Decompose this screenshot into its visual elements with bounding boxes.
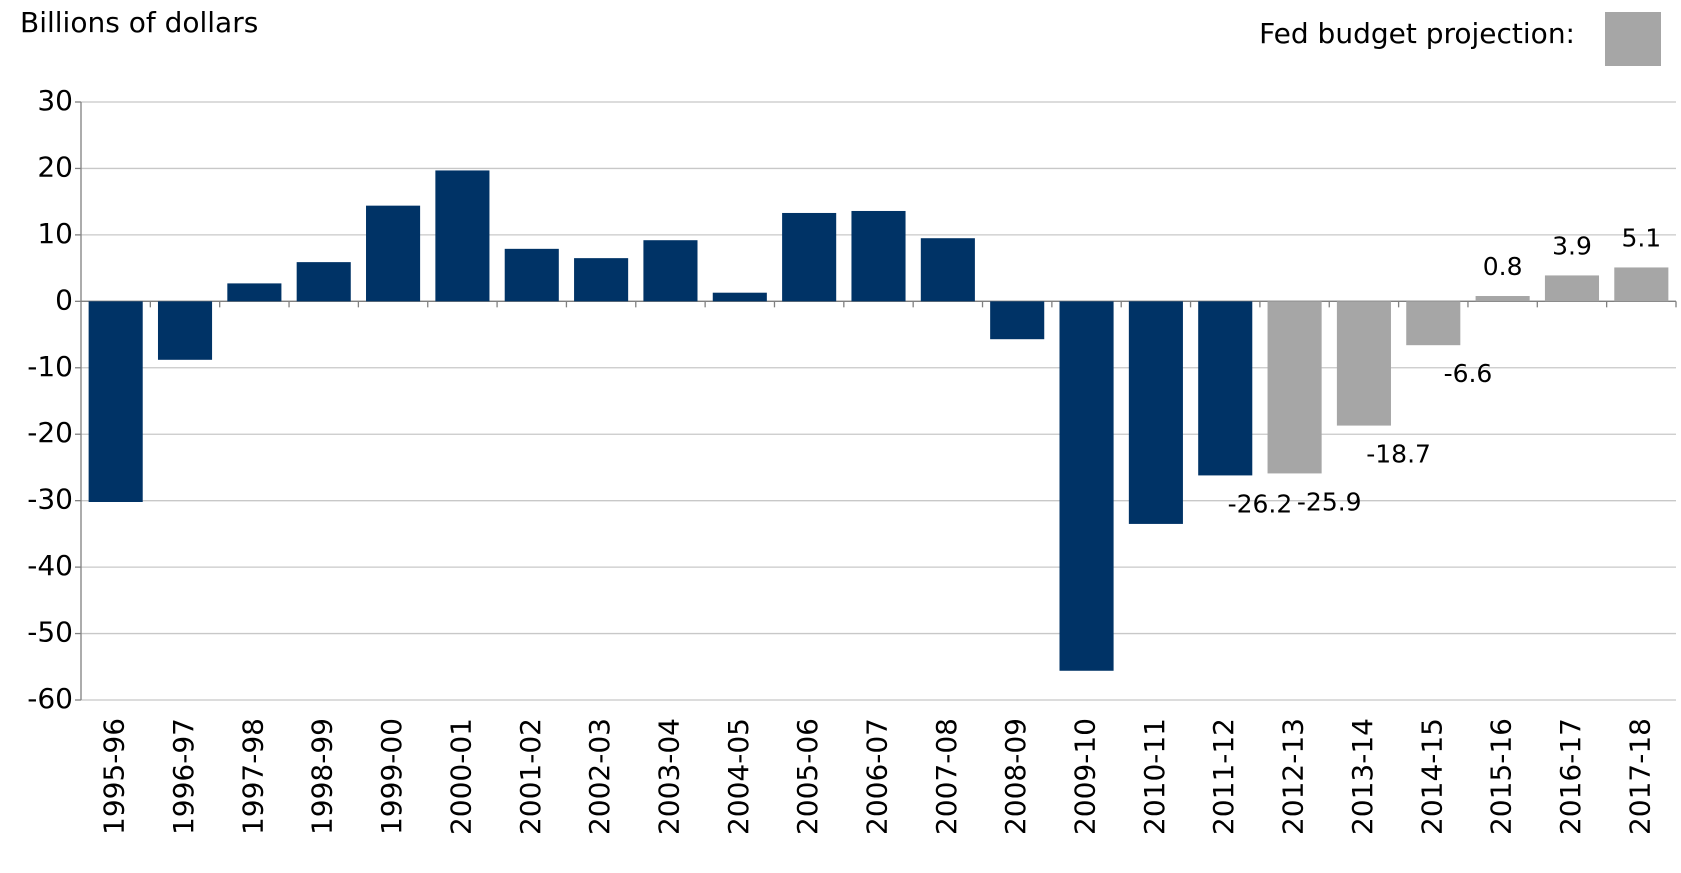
bar: [712, 292, 767, 302]
bar: [1198, 301, 1253, 476]
bar: [1267, 301, 1322, 474]
x-tick-label: 2007-08: [930, 718, 963, 835]
y-tick-label: 10: [37, 217, 73, 250]
bar: [504, 248, 559, 302]
x-tick-label: 2008-09: [999, 718, 1032, 835]
bar: [1406, 301, 1461, 346]
bar: [435, 170, 490, 302]
bar: [1059, 301, 1114, 671]
x-tick-label: 1995-96: [98, 718, 131, 835]
value-label: -26.2: [1228, 489, 1293, 518]
value-label: 5.1: [1621, 223, 1661, 252]
x-tick-label: 2005-06: [791, 718, 824, 835]
value-label: -18.7: [1366, 440, 1431, 469]
x-tick-label: 2014-15: [1415, 718, 1448, 835]
value-label: 0.8: [1483, 252, 1523, 281]
x-tick-label: 2000-01: [444, 718, 477, 835]
x-tick-label: 2016-17: [1554, 718, 1587, 835]
value-label: -6.6: [1444, 359, 1493, 388]
x-tick-label: 2012-13: [1277, 718, 1310, 835]
x-tick-label: 1997-98: [236, 718, 269, 835]
bar: [920, 238, 975, 302]
bar: [782, 212, 837, 302]
y-tick-label: 0: [55, 283, 73, 316]
x-tick-label: 2001-02: [514, 718, 547, 835]
x-tick-label: 2015-16: [1485, 718, 1518, 835]
legend-swatch: [1605, 12, 1661, 66]
y-tick-label: -20: [27, 416, 73, 449]
y-axis-label: Billions of dollars: [20, 6, 258, 39]
bar: [990, 301, 1045, 340]
legend-label: Fed budget projection:: [1259, 17, 1575, 50]
bar: [227, 283, 282, 302]
x-tick-label: 1998-99: [306, 718, 339, 835]
y-tick-label: -40: [27, 549, 73, 582]
bar: [157, 301, 213, 360]
bar: [1614, 267, 1669, 302]
x-tick-label: 2011-12: [1207, 718, 1240, 835]
value-label: 3.9: [1552, 231, 1592, 260]
x-tick-label: 2013-14: [1346, 718, 1379, 835]
x-tick-label: 2010-11: [1138, 718, 1171, 835]
x-tick-label: 2017-18: [1623, 718, 1656, 835]
x-tick-label: 2009-10: [1069, 718, 1102, 835]
bar: [296, 262, 351, 302]
y-tick-label: -60: [27, 682, 73, 715]
bar: [574, 258, 629, 302]
bar: [1475, 296, 1530, 302]
y-tick-label: 30: [37, 84, 73, 117]
x-tick-label: 1996-97: [167, 718, 200, 835]
bar: [88, 301, 143, 502]
bar: [851, 210, 906, 302]
y-tick-label: 20: [37, 150, 73, 183]
x-tick-label: 2006-07: [861, 718, 894, 835]
bar: [1128, 301, 1183, 524]
value-label: -25.9: [1297, 487, 1362, 516]
bar: [643, 240, 698, 302]
x-tick-label: 2004-05: [722, 718, 755, 835]
x-tick-label: 2003-04: [652, 718, 685, 835]
x-tick-label: 1999-00: [375, 718, 408, 835]
x-tick-label: 2002-03: [583, 718, 616, 835]
bar: [1336, 301, 1391, 426]
y-tick-label: -30: [27, 483, 73, 516]
bar: [366, 205, 421, 302]
y-tick-label: -50: [27, 616, 73, 649]
y-tick-label: -10: [27, 350, 73, 383]
bar: [1544, 275, 1600, 302]
